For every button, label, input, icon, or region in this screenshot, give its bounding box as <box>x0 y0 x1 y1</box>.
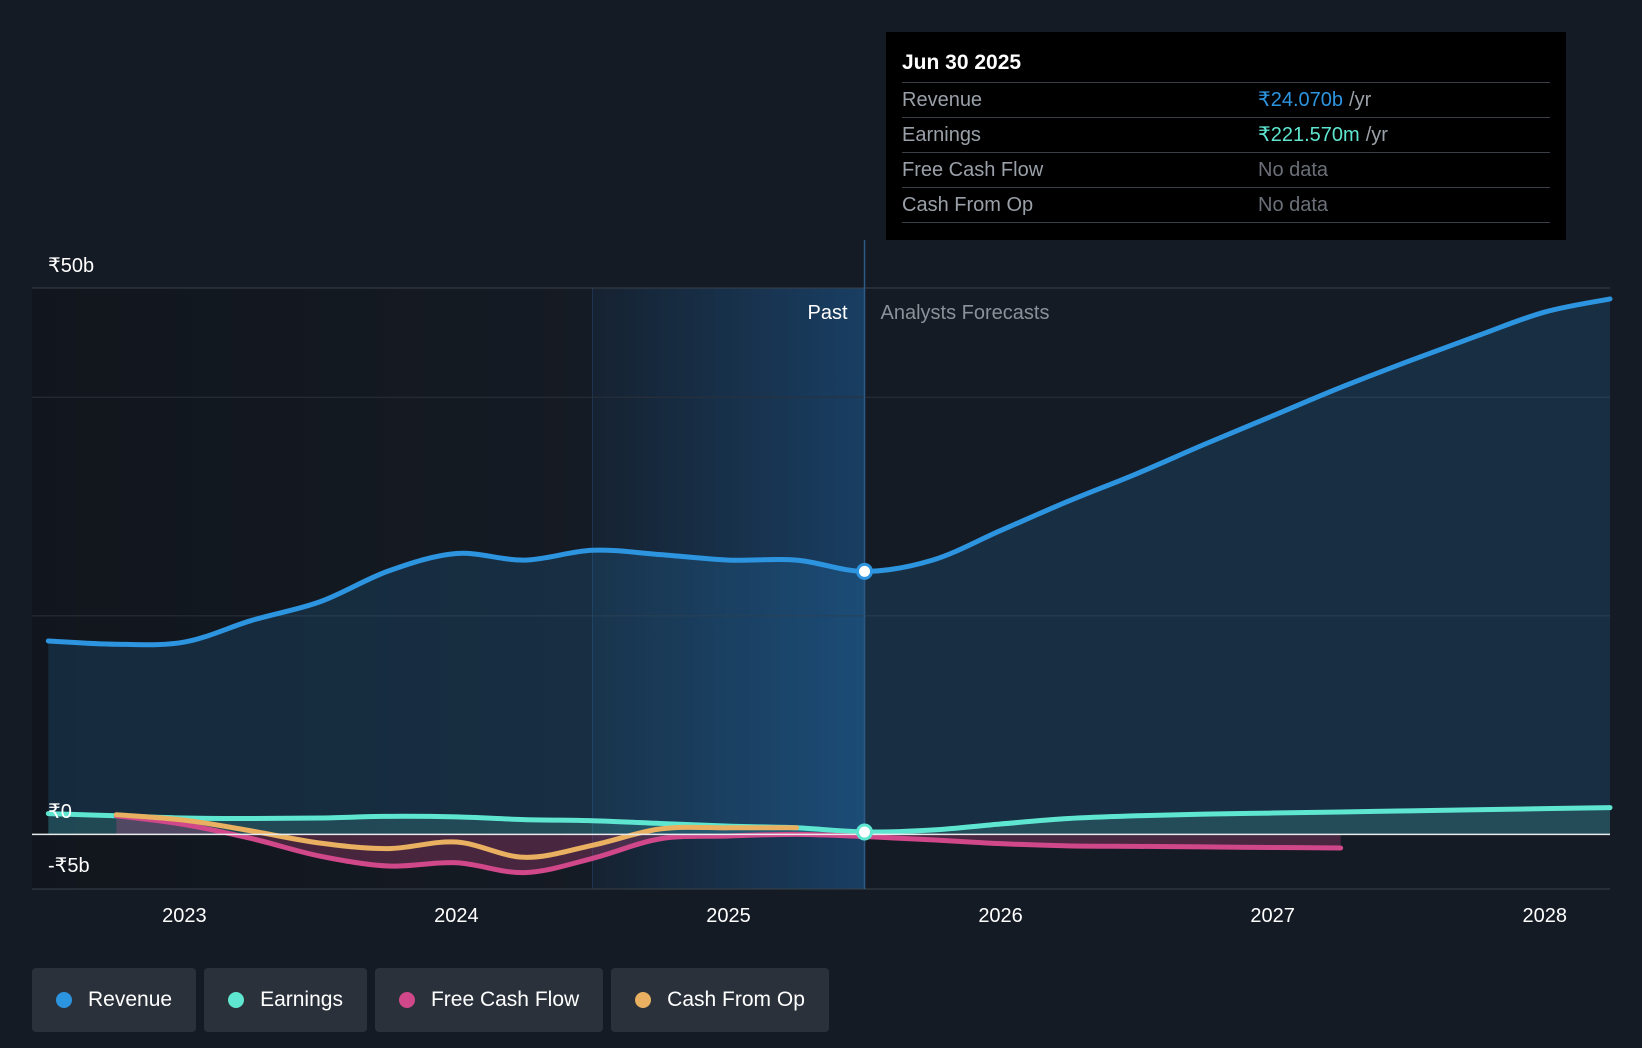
cursor-markers <box>856 562 874 841</box>
x-tick-label: 2025 <box>706 905 751 927</box>
revenue-marker <box>856 562 874 580</box>
tooltip-value: No data <box>1258 159 1329 181</box>
tooltip-label: Cash From Op <box>902 194 1034 216</box>
tooltip-date: Jun 30 2025 <box>902 46 1550 83</box>
tooltip-value: ₹24.070b <box>1258 89 1344 111</box>
y-label-bottom: -₹5b <box>48 855 90 877</box>
free-cash-flow-area <box>116 815 1341 873</box>
tooltip: Jun 30 2025 Revenue ₹24.070b /yr Earning… <box>886 32 1566 240</box>
gridlines <box>32 287 1610 890</box>
legend-item-revenue[interactable]: Revenue <box>32 968 197 1032</box>
series-lines <box>32 296 1613 876</box>
x-tick-label: 2026 <box>978 905 1023 927</box>
legend-item-cash-from-op[interactable]: Cash From Op <box>611 968 829 1032</box>
legend-item-earnings[interactable]: Earnings <box>204 968 367 1032</box>
tooltip-label: Free Cash Flow <box>902 159 1044 181</box>
legend-item-free-cash-flow[interactable]: Free Cash Flow <box>374 968 604 1032</box>
past-label: Past <box>807 302 847 324</box>
tooltip-row-revenue: Revenue ₹24.070b /yr <box>902 83 1550 118</box>
legend-label: Cash From Op <box>667 988 805 1011</box>
legend-label: Earnings <box>260 988 343 1011</box>
tooltip-row-free-cash-flow: Free Cash Flow No data <box>902 153 1550 188</box>
legend-dot-icon <box>398 992 415 1008</box>
y-label-zero: ₹0 <box>48 801 72 823</box>
revenue-line <box>45 296 1613 648</box>
tooltip-row-cash-from-op: Cash From Op No data <box>902 188 1550 223</box>
x-axis-ticks: 2023 2024 2025 2026 2027 2028 <box>162 905 1567 927</box>
free-cash-flow-line <box>113 813 1344 876</box>
tooltip-value: No data <box>1258 194 1329 216</box>
y-label-top: ₹50b <box>48 255 94 277</box>
legend-label: Revenue <box>88 988 173 1011</box>
x-tick-label: 2023 <box>162 905 207 927</box>
tooltip-row-earnings: Earnings ₹221.570m /yr <box>902 118 1550 153</box>
tooltip-unit: /yr <box>1349 89 1372 111</box>
highlight-region <box>592 288 865 889</box>
legend-label: Free Cash Flow <box>430 988 580 1011</box>
legend-dot-icon <box>635 992 652 1008</box>
tooltip-label: Revenue <box>902 89 983 111</box>
earnings-marker <box>856 823 874 841</box>
x-tick-label: 2027 <box>1250 905 1295 927</box>
x-tick-label: 2024 <box>434 905 479 927</box>
tooltip-unit: /yr <box>1365 124 1388 146</box>
x-tick-label: 2028 <box>1522 905 1567 927</box>
tooltip-label: Earnings <box>902 124 981 146</box>
legend-dot-icon <box>228 992 245 1008</box>
legend-dot-icon <box>56 992 72 1008</box>
cash-from-op-line <box>113 812 800 860</box>
tooltip-value: ₹221.570m <box>1258 124 1360 146</box>
earnings-line <box>45 805 1613 835</box>
legend: Revenue Earnings Free Cash Flow Cash Fro… <box>32 968 829 1032</box>
forecast-label: Analysts Forecasts <box>881 302 1050 324</box>
past-shade <box>32 288 624 889</box>
